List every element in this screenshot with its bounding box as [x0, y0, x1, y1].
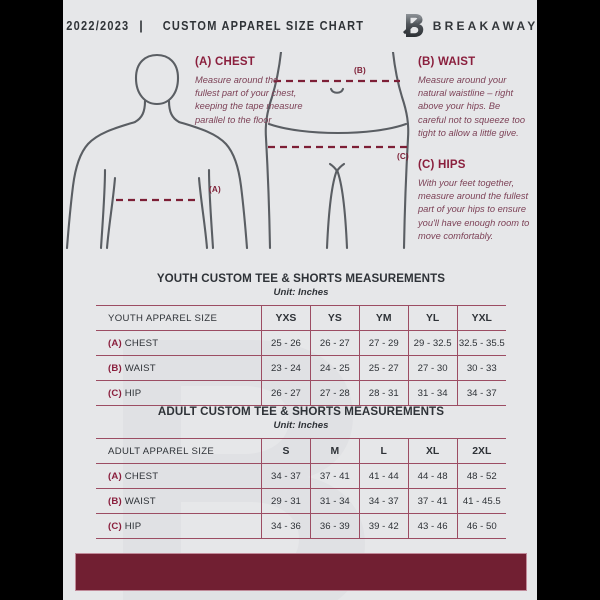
youth-table-block: YOUTH CUSTOM TEE & SHORTS MEASUREMENTS U… — [96, 272, 506, 406]
table-row: (A) CHEST 34 - 37 37 - 41 41 - 44 44 - 48 48 … — [96, 463, 506, 489]
youth-row-label-hip: (C) HIP — [96, 380, 262, 406]
youth-table-title: YOUTH CUSTOM TEE & SHORTS MEASUREMENTS — [156, 272, 446, 285]
callout-waist-body: Measure around your natural waistline – … — [418, 75, 525, 138]
adult-table-title: ADULT CUSTOM TEE & SHORTS MEASUREMENTS — [157, 405, 445, 418]
youth-hip-yl: 31 - 34 — [408, 380, 458, 406]
adult-row-label-hip: (C) HIP — [96, 513, 262, 539]
adult-size-header-row: ADULT APPAREL SIZE S M L XL 2XL — [96, 438, 506, 464]
adult-size-header-2xl: 2XL — [457, 438, 506, 464]
row-tag: (B) — [108, 495, 122, 507]
adult-row-label-chest: (A) CHEST — [96, 463, 262, 489]
youth-chest-ys: 26 - 27 — [310, 330, 360, 356]
header-separator: | — [139, 19, 143, 33]
adult-waist-2xl: 41 - 45.5 — [457, 488, 506, 514]
brand-lockup: BREAKAWAY — [402, 13, 537, 39]
row-tag: (A) — [108, 337, 122, 349]
row-tag: (A) — [108, 470, 122, 482]
row-tag: (C) — [108, 520, 122, 532]
youth-size-header-yl: YL — [408, 305, 458, 331]
youth-size-header-yxl: YXL — [457, 305, 506, 331]
youth-hip-ym: 28 - 31 — [359, 380, 409, 406]
youth-chest-yxl: 32.5 - 35.5 — [457, 330, 506, 356]
adult-chest-l: 41 - 44 — [359, 463, 409, 489]
adult-waist-l: 34 - 37 — [359, 488, 409, 514]
callout-waist-heading: (B) WAIST — [418, 56, 476, 68]
adult-hip-s: 34 - 36 — [261, 513, 311, 539]
page-title: CUSTOM APPAREL SIZE CHART — [162, 19, 365, 33]
youth-chest-yxs: 25 - 26 — [261, 330, 311, 356]
table-row: (C) HIP 26 - 27 27 - 28 28 - 31 31 - 34 34 - … — [96, 380, 506, 406]
chest-dimension-label: (A) — [209, 185, 221, 194]
youth-row-label-waist: (B) WAIST — [96, 355, 262, 381]
youth-size-header-ym: YM — [359, 305, 409, 331]
page-header: 2022/2023 | CUSTOM APPAREL SIZE CHART — [63, 0, 537, 52]
waist-dimension-label: (B) — [354, 66, 366, 75]
adult-size-header-s: S — [261, 438, 311, 464]
youth-hip-yxl: 34 - 37 — [457, 380, 506, 406]
hips-dimension-label: (C) — [397, 152, 409, 161]
row-tag: (C) — [108, 387, 122, 399]
adult-hip-l: 39 - 42 — [359, 513, 409, 539]
callout-chest-heading: (A) CHEST — [195, 56, 255, 68]
adult-row-label-waist: (B) WAIST — [96, 488, 262, 514]
size-chart-page: 2022/2023 | CUSTOM APPAREL SIZE CHART — [63, 0, 537, 600]
adult-chest-m: 37 - 41 — [310, 463, 360, 489]
adult-waist-m: 31 - 34 — [310, 488, 360, 514]
measurement-figures: (A) (B) (C) (A) CHEST Measure around the… — [63, 52, 537, 267]
callout-chest-body: Measure around the fullest part of your … — [195, 75, 303, 125]
youth-size-table: YOUTH APPAREL SIZE YXS YS YM YL YXL (A) CHEST 2… — [96, 305, 506, 406]
youth-size-header-yxs: YXS — [261, 305, 311, 331]
adult-chest-s: 34 - 37 — [261, 463, 311, 489]
table-row: (C) HIP 34 - 36 36 - 39 39 - 42 43 - 46 46 - … — [96, 513, 506, 539]
row-tag: (B) — [108, 362, 122, 374]
callout-hips: (C) HIPS With your feet together, measur… — [418, 159, 536, 243]
header-season: 2022/2023 — [65, 19, 129, 33]
callout-hips-heading: (C) HIPS — [418, 159, 466, 171]
adult-chest-xl: 44 - 48 — [408, 463, 458, 489]
adult-size-header-xl: XL — [408, 438, 458, 464]
youth-waist-ys: 24 - 25 — [310, 355, 360, 381]
callout-chest: (A) CHEST Measure around the fullest par… — [195, 56, 303, 127]
brand-name: BREAKAWAY — [432, 19, 537, 33]
callout-hips-body: With your feet together, measure around … — [418, 178, 530, 241]
adult-waist-s: 29 - 31 — [261, 488, 311, 514]
adult-waist-xl: 37 - 41 — [408, 488, 458, 514]
table-row: (B) WAIST 29 - 31 31 - 34 34 - 37 37 - 41 41 … — [96, 488, 506, 514]
youth-waist-yxs: 23 - 24 — [261, 355, 311, 381]
youth-hip-ys: 27 - 28 — [310, 380, 360, 406]
adult-table-block: ADULT CUSTOM TEE & SHORTS MEASUREMENTS U… — [96, 405, 506, 539]
adult-chest-2xl: 48 - 52 — [457, 463, 506, 489]
adult-size-header-l: L — [359, 438, 409, 464]
youth-row-header-label: YOUTH APPAREL SIZE — [96, 305, 262, 331]
adult-hip-2xl: 46 - 50 — [457, 513, 506, 539]
youth-hip-yxs: 26 - 27 — [261, 380, 311, 406]
breakaway-b-logo-icon — [402, 13, 424, 39]
youth-chest-yl: 29 - 32.5 — [408, 330, 458, 356]
youth-chest-ym: 27 - 29 — [359, 330, 409, 356]
table-row: (B) WAIST 23 - 24 24 - 25 25 - 27 27 - 30 30 … — [96, 355, 506, 381]
adult-hip-m: 36 - 39 — [310, 513, 360, 539]
youth-row-label-chest: (A) CHEST — [96, 330, 262, 356]
callout-waist: (B) WAIST Measure around your natural wa… — [418, 56, 530, 140]
youth-size-header-row: YOUTH APPAREL SIZE YXS YS YM YL YXL — [96, 305, 506, 331]
adult-table-unit: Unit: Inches — [273, 420, 329, 431]
adult-row-header-label: ADULT APPAREL SIZE — [96, 438, 262, 464]
adult-size-header-m: M — [310, 438, 360, 464]
footer-bar — [75, 553, 527, 591]
youth-waist-yxl: 30 - 33 — [457, 355, 506, 381]
youth-waist-yl: 27 - 30 — [408, 355, 458, 381]
youth-size-header-ys: YS — [310, 305, 360, 331]
adult-size-table: ADULT APPAREL SIZE S M L XL 2XL (A) CHEST 34 - … — [96, 438, 506, 539]
youth-table-unit: Unit: Inches — [273, 287, 329, 298]
adult-hip-xl: 43 - 46 — [408, 513, 458, 539]
youth-waist-ym: 25 - 27 — [359, 355, 409, 381]
table-row: (A) CHEST 25 - 26 26 - 27 27 - 29 29 - 32.5 3… — [96, 330, 506, 356]
